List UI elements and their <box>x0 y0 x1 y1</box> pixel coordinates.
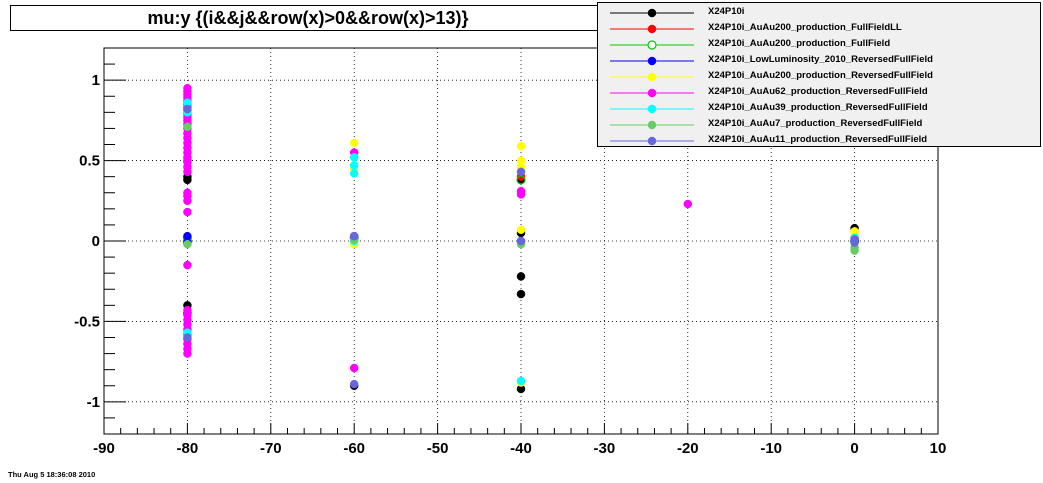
data-point-series-5 <box>183 207 192 217</box>
legend-label: X24P10i_AuAu200_production_FullField <box>708 38 891 49</box>
legend-entry: X24P10i_LowLuminosity_2010_ReversedFullF… <box>598 53 1038 69</box>
legend-entry: X24P10i_AuAu200_production_ReversedFullF… <box>598 69 1038 85</box>
x-tick-label: -60 <box>343 440 365 457</box>
data-point-series-8 <box>516 167 526 177</box>
legend-label: X24P10i <box>708 6 745 17</box>
data-point-series-7 <box>183 239 192 249</box>
y-tick-label: 0 <box>92 233 100 250</box>
data-point-series-7 <box>183 122 192 132</box>
data-point-series-5 <box>183 167 192 177</box>
data-point-series-5 <box>183 260 192 270</box>
data-point-series-8 <box>183 333 192 342</box>
x-tick-label: -10 <box>760 440 782 457</box>
timestamp: Thu Aug 5 18:36:08 2010 <box>8 470 96 479</box>
x-tick-label: -40 <box>510 440 532 457</box>
legend-marker-icon <box>610 136 694 146</box>
data-point-series-8 <box>183 104 192 114</box>
x-tick-label: -30 <box>594 440 616 457</box>
legend-marker-icon <box>610 104 694 114</box>
legend-marker-icon <box>610 24 694 34</box>
legend-entry: X24P10i_AuAu200_production_FullField <box>598 37 1038 53</box>
data-point-series-0 <box>516 272 526 281</box>
data-point-series-8 <box>850 238 859 247</box>
data-point-series-5 <box>683 199 693 209</box>
data-point-series-0 <box>516 289 526 299</box>
data-point-series-4 <box>349 138 359 148</box>
legend-entry: X24P10i_AuAu11_production_ReversedFullFi… <box>598 133 1038 149</box>
data-point-series-8 <box>516 236 526 246</box>
data-point-series-8 <box>349 379 359 389</box>
legend-entry: X24P10i_AuAu200_production_FullFieldLL <box>598 21 1038 37</box>
legend-marker-icon <box>610 56 694 66</box>
data-points <box>182 83 860 394</box>
legend-label: X24P10i_AuAu62_production_ReversedFullFi… <box>708 86 928 97</box>
data-point-series-6 <box>516 376 526 386</box>
legend-label: X24P10i_AuAu39_production_ReversedFullFi… <box>708 102 928 113</box>
legend-label: X24P10i_LowLuminosity_2010_ReversedFullF… <box>708 54 933 65</box>
axes: -90 -80 -70 -60 -50 -40 -30 -20 -10 0 10 -1 -0.5 0 0.5… <box>74 47 947 457</box>
x-tick-label: -90 <box>93 440 115 457</box>
legend-entry: X24P10i_AuAu39_production_ReversedFullFi… <box>598 101 1038 117</box>
data-point-series-5 <box>183 349 192 358</box>
y-tick-label: 1 <box>92 72 100 89</box>
legend-marker-icon <box>610 8 694 18</box>
x-tick-label: -70 <box>260 440 282 457</box>
y-tick-label: -0.5 <box>74 313 100 330</box>
data-point-series-0 <box>183 175 192 185</box>
legend-label: X24P10i_AuAu11_production_ReversedFullFi… <box>708 134 928 145</box>
legend-marker-icon <box>610 40 694 50</box>
legend-label: X24P10i_AuAu200_production_FullFieldLL <box>708 22 902 33</box>
data-point-series-5 <box>349 363 359 373</box>
legend-entry: X24P10i_AuAu62_production_ReversedFullFi… <box>598 85 1038 101</box>
y-tick-label: 0.5 <box>79 153 100 170</box>
legend-label: X24P10i_AuAu7_production_ReversedFullFie… <box>708 118 923 129</box>
data-point-series-6 <box>349 153 359 162</box>
x-tick-label: -50 <box>427 440 449 457</box>
legend-marker-icon <box>610 72 694 82</box>
x-tick-label: -20 <box>677 440 699 457</box>
x-tick-label: 10 <box>930 440 947 457</box>
legend-entry: X24P10i_AuAu7_production_ReversedFullFie… <box>598 117 1038 133</box>
data-point-series-5 <box>183 196 192 206</box>
data-point-series-6 <box>349 161 359 170</box>
legend-label: X24P10i_AuAu200_production_ReversedFullF… <box>708 70 933 81</box>
x-tick-label: 0 <box>850 440 858 457</box>
data-point-series-8 <box>349 231 359 241</box>
legend-entry: X24P10i <box>598 5 1038 21</box>
data-point-series-4 <box>516 141 526 151</box>
data-point-series-6 <box>349 169 359 178</box>
data-point-series-5 <box>516 190 526 199</box>
legend-marker-icon <box>610 88 694 98</box>
legend: X24P10i X24P10i_AuAu200_production_FullFi… <box>597 2 1041 147</box>
legend-marker-icon <box>610 120 694 130</box>
data-point-series-4 <box>516 225 526 234</box>
data-point-series-7 <box>850 246 859 255</box>
x-tick-label: -80 <box>177 440 199 457</box>
y-tick-label: -1 <box>87 394 100 411</box>
chart-title: mu:y {(i&&j&&row(x)>0&&row(x)>13)} <box>10 5 606 31</box>
